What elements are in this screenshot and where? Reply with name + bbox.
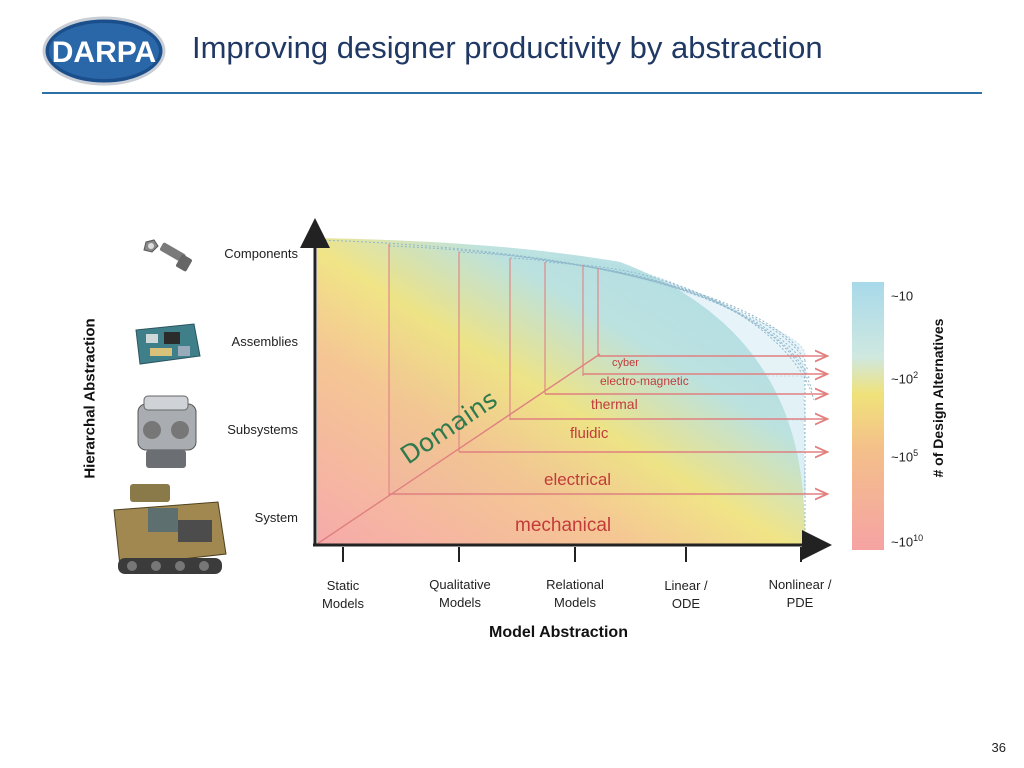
scale-label-2-exp: 2 <box>913 370 919 380</box>
scale-label-3-exp: 5 <box>913 448 919 458</box>
scale-label-1: ~10 <box>891 287 913 303</box>
model-qualitative-line1: Qualitative <box>429 577 491 592</box>
domain-electrical: electrical <box>544 470 611 489</box>
darpa-logo: DARPA <box>42 16 166 86</box>
domain-fluidic: fluidic <box>570 425 609 442</box>
model-linear-ode: Linear / ODE <box>638 577 734 613</box>
x-axis-title: Model Abstraction <box>489 624 628 641</box>
logo-text: DARPA <box>52 36 156 69</box>
scale-label-3: ~105 <box>891 448 918 464</box>
model-static-line1: Static <box>326 578 360 593</box>
design-alternatives-scale <box>852 282 884 550</box>
contour-lines <box>316 239 815 544</box>
scale-label-4-base: ~10 <box>891 534 914 550</box>
circuit-board-image <box>135 323 201 365</box>
model-qualitative: Qualitative Models <box>412 576 508 612</box>
engine-image <box>137 395 197 468</box>
scale-label-4: ~1010 <box>891 533 923 549</box>
model-qualitative-line2: Models <box>439 595 481 610</box>
bolt-nut-image <box>143 239 192 272</box>
model-static-line2: Models <box>322 596 364 611</box>
scale-label-2-base: ~10 <box>891 371 914 387</box>
domain-thermal: thermal <box>591 396 638 412</box>
model-relational-line1: Relational <box>546 577 604 592</box>
model-relational-line2: Models <box>554 595 596 610</box>
model-nonlinear-line2: PDE <box>786 595 814 610</box>
scale-label-1-base: ~10 <box>891 288 914 304</box>
model-nonlinear-pde: Nonlinear / PDE <box>752 576 848 612</box>
title-divider <box>42 92 982 94</box>
x-axis-ticks <box>342 547 802 562</box>
slide-title: Improving designer productivity by abstr… <box>192 30 823 65</box>
right-axis-title: # of Design Alternatives <box>930 318 946 478</box>
level-components: Components <box>224 246 298 261</box>
domain-mechanical: mechanical <box>515 515 611 536</box>
model-static: Static Models <box>295 577 391 613</box>
tank-vehicle-image <box>113 484 227 574</box>
domain-arrows <box>389 356 826 494</box>
level-assemblies: Assemblies <box>231 334 298 349</box>
model-nonlinear-line1: Nonlinear / <box>768 577 832 592</box>
level-system: System <box>254 510 298 525</box>
page-number: 36 <box>991 740 1006 755</box>
scale-label-4-exp: 10 <box>913 533 924 543</box>
design-space-surface <box>317 238 805 544</box>
level-subsystems: Subsystems <box>227 422 298 437</box>
model-relational: Relational Models <box>527 576 623 612</box>
domain-electro-magnetic: electro-magnetic <box>600 374 689 388</box>
model-linear-line1: Linear / <box>664 578 708 593</box>
scale-label-3-base: ~10 <box>891 449 914 465</box>
domain-vertical-lines <box>388 244 599 496</box>
scale-label-2: ~102 <box>891 370 918 386</box>
domain-cyber: cyber <box>612 357 639 369</box>
domain-diagonal <box>316 353 601 545</box>
model-linear-line2: ODE <box>671 596 701 611</box>
